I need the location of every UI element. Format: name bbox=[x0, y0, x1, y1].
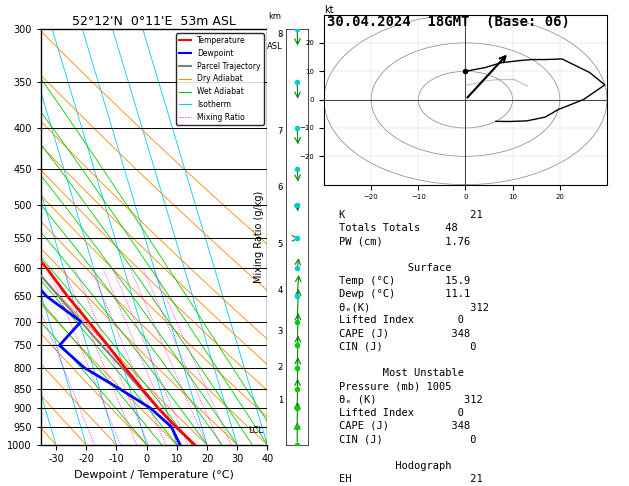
X-axis label: Dewpoint / Temperature (°C): Dewpoint / Temperature (°C) bbox=[74, 470, 234, 480]
Text: Mixing Ratio (g/kg): Mixing Ratio (g/kg) bbox=[255, 191, 264, 283]
Text: kt: kt bbox=[324, 4, 333, 15]
Text: K                    21
Totals Totals    48
PW (cm)          1.76

           Su: K 21 Totals Totals 48 PW (cm) 1.76 Su bbox=[339, 210, 489, 486]
Text: 6: 6 bbox=[277, 183, 283, 192]
Y-axis label: hPa: hPa bbox=[0, 227, 2, 247]
Text: km: km bbox=[269, 12, 282, 21]
Text: 5: 5 bbox=[278, 240, 283, 249]
Text: 4: 4 bbox=[278, 286, 283, 295]
Text: LCL: LCL bbox=[248, 426, 263, 435]
Text: 1: 1 bbox=[278, 396, 283, 405]
Text: 30.04.2024  18GMT  (Base: 06): 30.04.2024 18GMT (Base: 06) bbox=[327, 15, 570, 29]
Text: 3: 3 bbox=[277, 327, 283, 336]
Title: 52°12'N  0°11'E  53m ASL: 52°12'N 0°11'E 53m ASL bbox=[72, 15, 236, 28]
Text: 7: 7 bbox=[277, 126, 283, 136]
Text: ASL: ASL bbox=[267, 42, 283, 51]
Legend: Temperature, Dewpoint, Parcel Trajectory, Dry Adiabat, Wet Adiabat, Isotherm, Mi: Temperature, Dewpoint, Parcel Trajectory… bbox=[176, 33, 264, 125]
Text: 2: 2 bbox=[278, 363, 283, 372]
Text: 8: 8 bbox=[277, 30, 283, 39]
